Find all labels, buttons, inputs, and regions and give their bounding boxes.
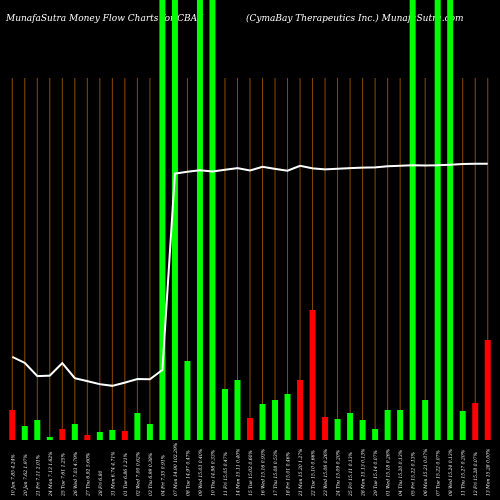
- x-tick-label: 25 Tue 7.61 1.25%: [60, 453, 66, 497]
- money-flow-bar: [272, 400, 279, 440]
- money-flow-bar: [121, 431, 128, 440]
- x-tick-label: 20 Jan 7.62 1.97%: [23, 454, 29, 497]
- x-tick-label: 21 Mon 15.20 1.27%: [298, 449, 304, 497]
- money-flow-bar: [372, 429, 379, 440]
- money-flow-bar: [334, 419, 341, 440]
- x-tick-label: 23 Wed 15.06 0.26%: [323, 449, 329, 497]
- money-flow-bar: [34, 420, 41, 440]
- money-flow-bar: [247, 418, 253, 440]
- money-flow-bar: [171, 0, 178, 440]
- x-tick-label: 10 Thu 14.98 0.33%: [210, 450, 216, 496]
- money-flow-bar: [359, 420, 366, 440]
- money-flow-bar: [59, 429, 66, 440]
- money-flow-bar: [259, 404, 266, 440]
- money-flow-bar: [21, 426, 28, 440]
- x-tick-label: 22 Tue 15.10 0.66%: [311, 450, 317, 497]
- money-flow-bar: [146, 424, 153, 440]
- x-tick-label: 17 Thu 15.08 0.53%: [273, 450, 279, 496]
- x-tick-label: 11 Fri 15.05 0.47%: [223, 452, 229, 496]
- money-flow-bar: [472, 403, 479, 440]
- chart-header-right: (CymaBay Therapeutics Inc.) MunafaSutra.…: [246, 14, 464, 24]
- money-flow-bar: [384, 410, 391, 440]
- x-tick-label: 28 Mon 15.13 0.13%: [361, 449, 367, 497]
- x-tick-label: 15 Tue 15.02 0.60%: [248, 450, 254, 496]
- money-flow-bar: [184, 361, 191, 440]
- x-tick-label: 04 Thu 15.20 0.13%: [398, 450, 404, 496]
- x-tick-label: 06 Mon 15.21 0.07%: [423, 449, 429, 496]
- money-flow-bar: [484, 340, 491, 440]
- x-tick-label: 11 Thu 15.27 0.20%: [461, 450, 467, 496]
- x-tick-label: 02 Wed 7.00 0.62%: [135, 452, 141, 496]
- money-flow-bar: [134, 413, 141, 440]
- money-flow-bar: [297, 380, 304, 440]
- x-tick-label: 03 Thu 6.99 0.38%: [148, 453, 154, 496]
- money-flow-bars: [9, 0, 491, 440]
- money-flow-bar: [347, 413, 354, 440]
- money-flow-bar: [234, 380, 241, 440]
- x-tick-label: 27 Thu 6.92 5.60%: [85, 453, 91, 497]
- money-flow-bar: [284, 394, 291, 440]
- money-flow-bar: [209, 0, 216, 440]
- x-tick-label: 21 Fri 7.11 2.01%: [35, 455, 41, 497]
- price-line: [11, 162, 488, 387]
- x-tick-label: 28 Fri 6.80: [98, 471, 104, 497]
- grid-lines: [11, 78, 489, 440]
- money-flow-bar: [84, 435, 91, 440]
- money-flow-bar: [409, 0, 416, 440]
- x-tick-label: 25 Fri 15.11 0.13%: [348, 452, 354, 497]
- x-tick-label: 24 Mon 7.13 1.62%: [48, 451, 54, 497]
- money-flow-bar: [422, 400, 429, 440]
- money-flow-bar: [459, 411, 466, 440]
- x-tick-label: 24 Thu 15.09 0.20%: [336, 450, 342, 497]
- x-tick-label: 09 Wed 15.03 0.40%: [198, 449, 204, 496]
- money-flow-bar: [221, 389, 228, 440]
- money-flow-bar: [159, 0, 166, 440]
- money-flow-bar: [71, 424, 78, 440]
- x-tick-label: 04 Fri 7.35 0.91%: [160, 455, 166, 496]
- x-tick-label: 07 Tue 15.22 0.07%: [436, 450, 442, 496]
- money-flow-bar: [9, 410, 16, 440]
- price-series-line: [11, 162, 488, 387]
- x-tick-label: 01 Tue 6.86 1.21%: [123, 453, 129, 496]
- x-tick-label: 07 Mon 14.90 102.29%: [173, 443, 179, 496]
- x-tick-label: 29 Tue 15.14 0.07%: [373, 450, 379, 497]
- x-tick-label: 16 Wed 15.16 0.93%: [261, 449, 267, 496]
- money-flow-bar: [109, 430, 116, 440]
- x-tick-label: 10 Jan 7.85 4.24%: [10, 454, 16, 496]
- x-tick-label: 31 Mon 6.74 4.71%: [110, 451, 116, 496]
- money-flow-bar: [309, 310, 316, 440]
- money-flow-bar: [322, 417, 329, 440]
- x-tick-label: 18 Fri 15.01 0.46%: [286, 452, 292, 496]
- money-flow-bar: [46, 437, 53, 440]
- money-flow-bar: [447, 0, 454, 440]
- x-tick-label: 14 Mon 15.11 0.40%: [235, 449, 241, 496]
- money-flow-bar: [96, 432, 103, 440]
- x-tick-label: 12 Fri 15.28 0.07%: [473, 452, 479, 496]
- x-tick-label: 08 Tue 14.97 0.47%: [185, 450, 191, 496]
- x-axis-labels: 10 Jan 7.85 4.24% 20 Jan 7.62 1.97% 21 Fri…: [10, 443, 491, 497]
- money-flow-bar: [397, 410, 404, 440]
- chart-header-left: MunafaSutra Money Flow Charts for CBAY: [6, 14, 203, 24]
- x-tick-label: 08 Wed 15.24 0.13%: [448, 449, 454, 496]
- money-flow-bar: [434, 0, 441, 440]
- x-tick-label: 05 Fri 15.22 0.13%: [411, 452, 417, 496]
- money-flow-bar: [196, 0, 203, 440]
- x-tick-label: 13 Mon 15.28 0.00%: [486, 449, 492, 496]
- x-tick-label: 26 Wed 7.03 4.79%: [73, 452, 79, 497]
- x-tick-label: 01 Wed 15.18 0.26%: [386, 449, 392, 496]
